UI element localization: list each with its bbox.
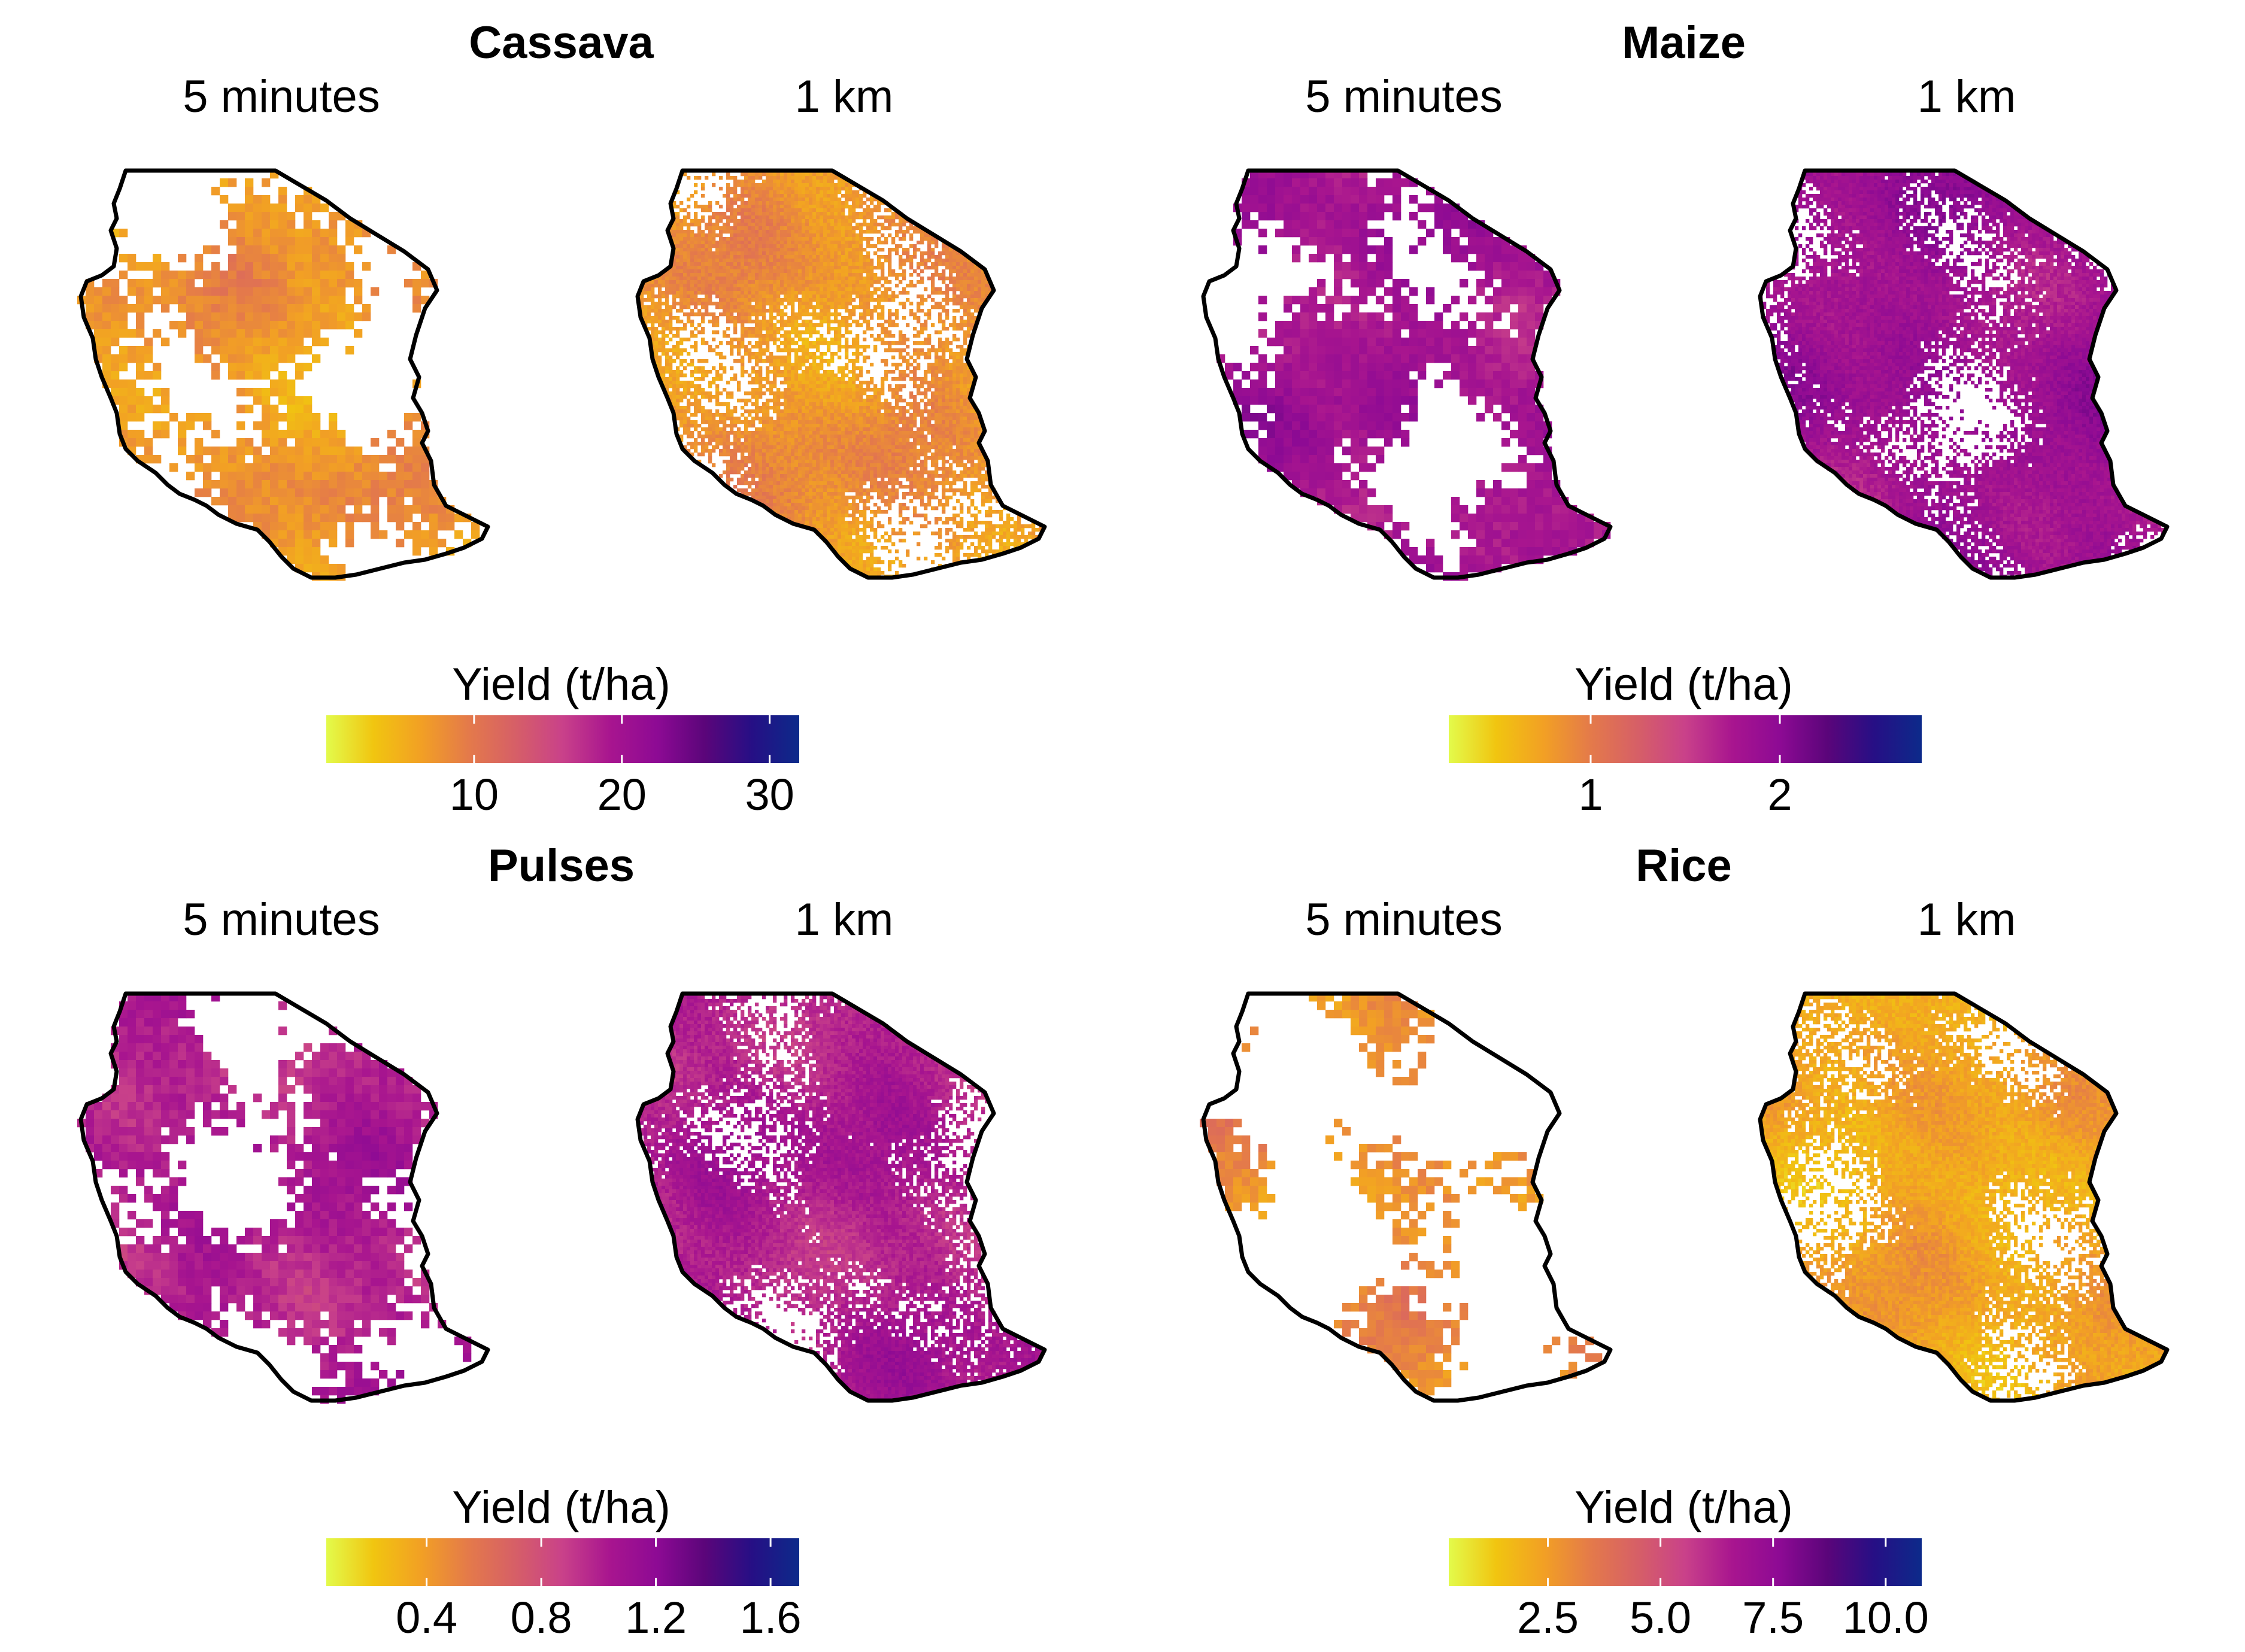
- subtitle-1-km: 1 km: [1757, 894, 2176, 946]
- colorbar-gradient: [1449, 1538, 1922, 1586]
- yield-raster: [1759, 992, 2165, 1401]
- yield-raster: [636, 169, 1042, 578]
- map-fine: [590, 138, 1081, 617]
- yield-raster: [636, 992, 1042, 1401]
- colorbar-tick-label: 2.5: [1517, 1593, 1579, 1642]
- panel-cassava: Cassava 5 minutes 1 km Yield (t/ha) 10 20…: [0, 0, 1122, 823]
- map-fine: [1712, 961, 2203, 1440]
- subtitle-5-minutes: 5 minutes: [72, 71, 491, 123]
- colorbar-tick-label: 30: [745, 770, 794, 819]
- legend-title: Yield (t/ha): [1122, 1481, 2245, 1533]
- legend-title: Yield (t/ha): [1122, 658, 2245, 710]
- yield-raster: [77, 993, 471, 1404]
- colorbar: 0.4 0.8 1.2 1.6: [326, 1538, 805, 1652]
- map-fine: [590, 961, 1081, 1440]
- map-coarse: [1155, 138, 1646, 617]
- colorbar-tick-label: 0.8: [511, 1593, 572, 1642]
- colorbar: 10 20 30: [326, 715, 805, 829]
- yield-raster: [1759, 169, 2165, 578]
- colorbar-gradient: [326, 1538, 799, 1586]
- subtitle-1-km: 1 km: [635, 894, 1054, 946]
- colorbar: 2.5 5.0 7.5 10.0: [1449, 1538, 1928, 1652]
- subtitle-5-minutes: 5 minutes: [1194, 894, 1613, 946]
- colorbar-tick-label: 1.2: [625, 1593, 687, 1642]
- yield-raster: [1200, 993, 1602, 1395]
- map-coarse: [33, 138, 524, 617]
- map-coarse: [1155, 961, 1646, 1440]
- colorbar-tick-label: 1: [1578, 770, 1603, 819]
- yield-raster: [1216, 170, 1610, 581]
- subtitle-5-minutes: 5 minutes: [1194, 71, 1613, 123]
- colorbar-tick-label: 0.4: [396, 1593, 457, 1642]
- colorbar-gradient: [1449, 715, 1922, 763]
- colorbar-tick-label: 2: [1767, 770, 1792, 819]
- panel-rice: Rice 5 minutes 1 km Yield (t/ha) 2.5 5.0 7…: [1122, 823, 2245, 1646]
- colorbar-tick-label: 20: [597, 770, 647, 819]
- subtitle-5-minutes: 5 minutes: [72, 894, 491, 946]
- colorbar-gradient: [326, 715, 799, 763]
- colorbar-tick-label: 7.5: [1742, 1593, 1804, 1642]
- panel-pulses: Pulses 5 minutes 1 km Yield (t/ha) 0.4 0.…: [0, 823, 1122, 1646]
- crop-title: Cassava: [0, 17, 1122, 69]
- subtitle-1-km: 1 km: [1757, 71, 2176, 123]
- legend-title: Yield (t/ha): [0, 1481, 1122, 1533]
- colorbar-tick-label: 10.0: [1843, 1593, 1929, 1642]
- map-fine: [1712, 138, 2203, 617]
- subtitle-1-km: 1 km: [635, 71, 1054, 123]
- panel-maize: Maize 5 minutes 1 km Yield (t/ha) 1 2: [1122, 0, 2245, 823]
- crop-title: Rice: [1122, 840, 2245, 892]
- map-coarse: [33, 961, 524, 1440]
- crop-title: Pulses: [0, 840, 1122, 892]
- colorbar-tick-label: 10: [450, 770, 499, 819]
- colorbar-tick-label: 5.0: [1630, 1593, 1691, 1642]
- legend-title: Yield (t/ha): [0, 658, 1122, 710]
- colorbar-tick-label: 1.6: [740, 1593, 802, 1642]
- crop-title: Maize: [1122, 17, 2245, 69]
